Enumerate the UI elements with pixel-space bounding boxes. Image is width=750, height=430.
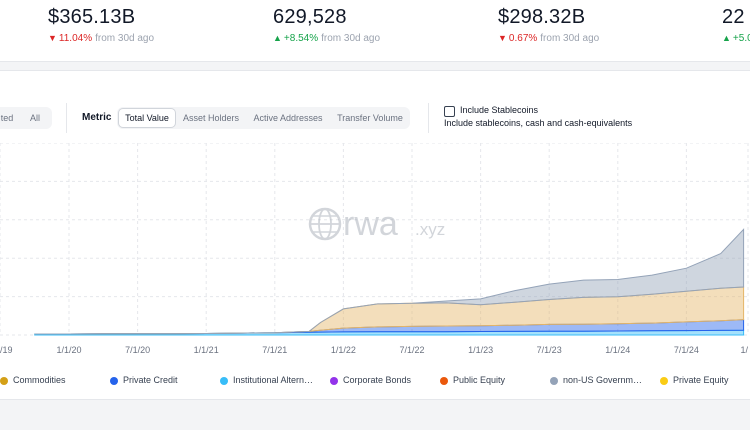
watermark-suffix: .xyz [415,220,445,239]
metric-option-transfer-volume[interactable]: Transfer Volume [337,113,403,123]
stat-value: 22 [722,6,745,28]
range-option[interactable]: ted [0,113,14,123]
x-tick-label: 7/1/20 [125,345,150,353]
metric-option-asset-holders[interactable]: Asset Holders [182,113,240,123]
x-tick-label: 1/1/23 [468,345,493,353]
stat-change: ▲ +8.54% from 30d ago [273,33,380,44]
total-value-area-chart[interactable]: rwa .xyz /19 1/1/20 7/1/20 1/1/21 7/1/21 1/1/… [0,143,750,353]
x-tick-label: 7/1/24 [674,345,699,353]
legend-label: Commodities [13,375,66,385]
x-tick-label: 1/ [740,345,748,353]
stat-change-pct: +8.54% [283,33,319,44]
chart-card: ted All Metric Total Value Asset Holders… [0,70,750,400]
legend-dot-icon [550,377,558,385]
triangle-down-icon: ▼ [48,33,57,43]
globe-meridian [318,208,332,240]
area-series-non-us-governme [34,228,745,335]
stats-strip: $365.13B ▼ 11.04% from 30d ago 629,528 ▲ +8… [0,0,750,62]
x-tick-label: 1/1/22 [331,345,356,353]
stat-value: 629,528 [273,6,347,28]
triangle-up-icon: ▲ [273,33,282,43]
chart-legend: Commodities Private Credit Institutional A… [0,374,750,388]
metric-option-total-value[interactable]: Total Value [119,109,175,127]
x-tick-label: 1/1/20 [56,345,81,353]
legend-dot-icon [220,377,228,385]
rwa-watermark: rwa .xyz [308,205,445,243]
stat-change-pct: +5.0 [732,33,750,44]
metric-selector: Total Value Asset Holders Active Address… [117,107,410,129]
stat-change-suffix: from 30d ago [321,33,381,44]
divider [66,103,67,133]
triangle-down-icon: ▼ [498,33,507,43]
chart-controls: ted All Metric Total Value Asset Holders… [0,103,750,133]
x-tick-label: 7/1/23 [537,345,562,353]
stablecoins-checkbox[interactable] [444,106,455,117]
stat-change-pct: 0.67% [508,33,538,44]
globe-icon [308,207,342,241]
stat-change: ▼ 11.04% from 30d ago [48,33,154,44]
x-tick-label: /19 [0,345,13,353]
legend-label: Institutional Altern… [233,375,314,385]
stablecoins-label[interactable]: Include Stablecoins [460,105,539,115]
chart-areas [34,228,745,336]
legend-label: Public Equity [453,375,506,385]
watermark-brand: rwa [343,205,398,243]
legend-label: Corporate Bonds [343,375,412,385]
range-selector: ted All [0,107,52,129]
stat-value: $365.13B [48,6,136,28]
legend-label: Private Equity [673,375,729,385]
legend-label: non-US Governm… [563,375,643,385]
x-tick-label: 1/1/21 [194,345,219,353]
legend-dot-icon [440,377,448,385]
legend-label: Private Credit [123,375,178,385]
divider [428,103,429,133]
legend-dot-icon [0,377,8,385]
triangle-up-icon: ▲ [722,33,731,43]
stat-change-suffix: from 30d ago [540,33,600,44]
legend-dot-icon [110,377,118,385]
x-axis-ticks: /19 1/1/20 7/1/20 1/1/21 7/1/21 1/1/22 7/1/22 1… [0,345,748,353]
x-tick-label: 7/1/22 [399,345,424,353]
stablecoins-sublabel: Include stablecoins, cash and cash-equiv… [444,118,633,128]
stat-value: $298.32B [498,6,586,28]
x-tick-label: 7/1/21 [262,345,287,353]
page-footer-area [0,400,750,430]
metric-label: Metric [82,112,112,123]
metric-option-active-addresses[interactable]: Active Addresses [253,113,323,123]
range-option-all[interactable]: All [29,113,40,123]
stat-change-suffix: from 30d ago [95,33,155,44]
stat-change: ▲ +5.0 [722,33,750,44]
stat-change: ▼ 0.67% from 30d ago [498,33,599,44]
legend-dot-icon [660,377,668,385]
x-tick-label: 1/1/24 [605,345,630,353]
stat-change-pct: 11.04% [58,33,93,44]
legend-dot-icon [330,377,338,385]
